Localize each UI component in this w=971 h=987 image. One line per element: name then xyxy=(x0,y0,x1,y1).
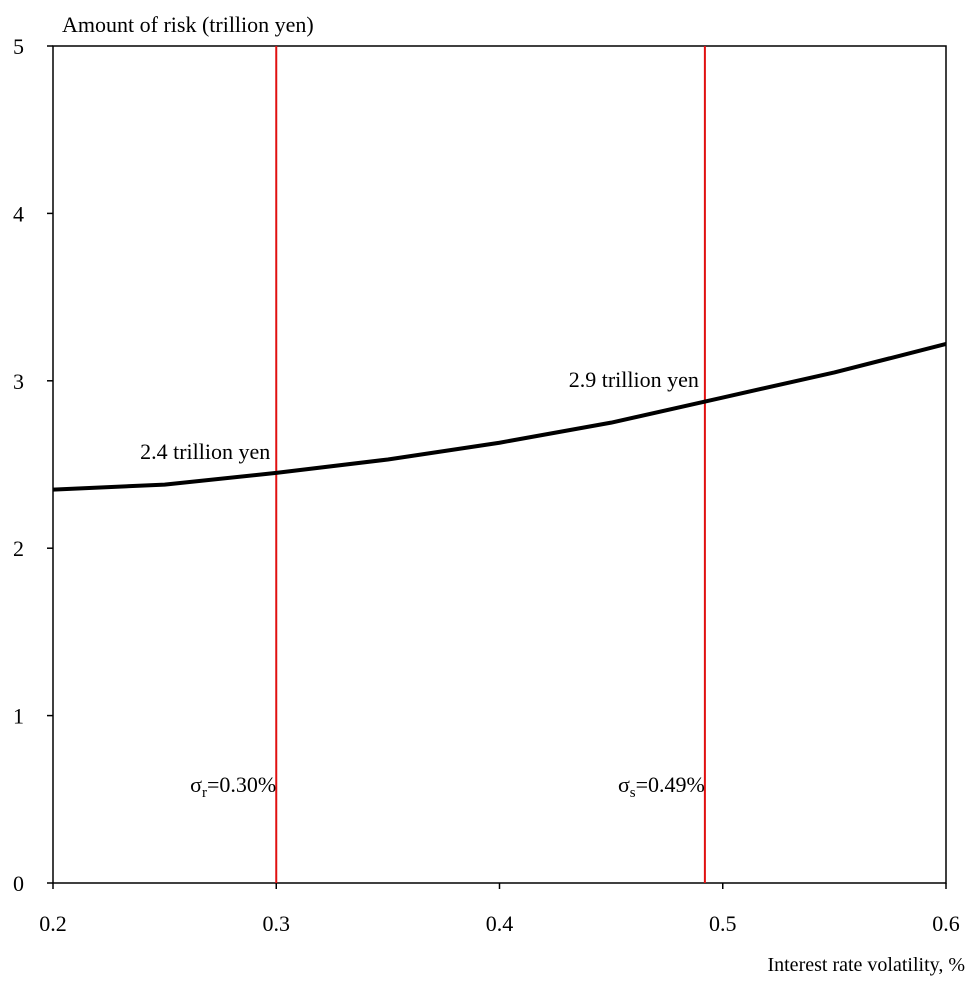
plot-frame xyxy=(52,45,947,884)
y-tick-label: 1 xyxy=(13,704,24,729)
reference-value: =0.30% xyxy=(207,772,276,797)
x-tick-label: 0.3 xyxy=(263,911,291,936)
y-axis-title: Amount of risk (trillion yen) xyxy=(62,12,314,37)
risk-curve xyxy=(52,342,947,492)
reference-subscript: r xyxy=(202,785,207,801)
y-tick-label: 0 xyxy=(13,871,24,896)
reference-symbol: σ xyxy=(190,772,202,797)
reference-subscript: s xyxy=(630,785,636,801)
y-tick-label: 5 xyxy=(13,34,24,59)
x-tick-label: 0.6 xyxy=(932,911,960,936)
y-tick-label: 4 xyxy=(13,201,24,226)
x-axis-title: Interest rate volatility, % xyxy=(767,954,965,976)
reference-label: σs=0.49% xyxy=(618,772,705,801)
x-tick-label: 0.5 xyxy=(709,911,737,936)
reference-value: =0.49% xyxy=(636,772,705,797)
y-tick-label: 3 xyxy=(13,369,24,394)
x-tick-label: 0.2 xyxy=(39,911,67,936)
annotation: 2.4 trillion yen xyxy=(140,439,270,464)
x-tick-label: 0.4 xyxy=(486,911,514,936)
annotation: 2.9 trillion yen xyxy=(569,367,699,392)
reference-label: σr=0.30% xyxy=(190,772,276,801)
y-tick-label: 2 xyxy=(13,536,24,561)
reference-symbol: σ xyxy=(618,772,630,797)
